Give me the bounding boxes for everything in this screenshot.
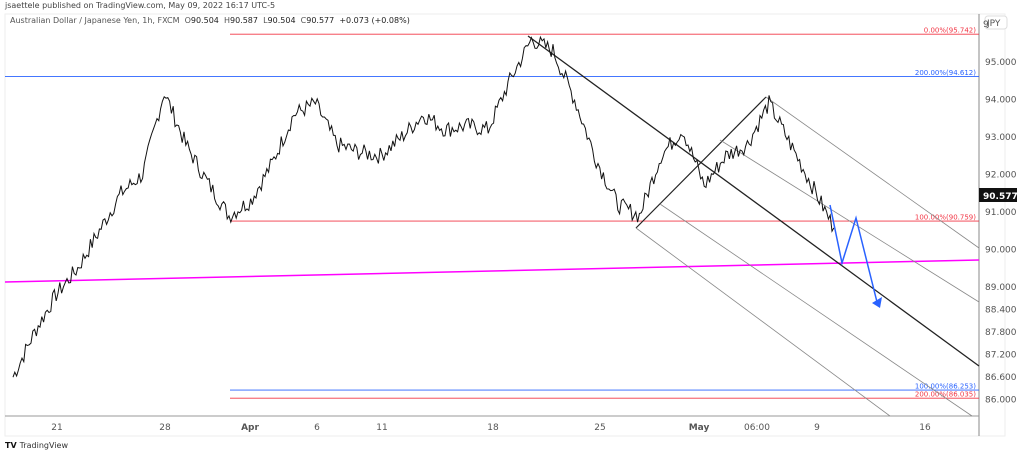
black-trendline[interactable] bbox=[527, 35, 980, 367]
time-tick: 18 bbox=[487, 423, 499, 433]
level-label: 100.00%(90.759) bbox=[915, 214, 976, 222]
price-tick: 89.000 bbox=[985, 283, 1017, 293]
price-tick-partial: 9 bbox=[983, 20, 989, 30]
level-label: 200.00%(86.035) bbox=[915, 391, 976, 399]
pitchfork-lower-line bbox=[635, 227, 891, 417]
open-value: 90.504 bbox=[190, 16, 219, 25]
time-tick: 25 bbox=[594, 423, 605, 433]
open-label: O bbox=[184, 16, 191, 25]
time-tick: 9 bbox=[814, 423, 820, 433]
time-tick: 11 bbox=[376, 423, 387, 433]
last-price-label: 90.577 bbox=[983, 192, 1018, 202]
time-tick: 6 bbox=[314, 423, 320, 433]
price-tick: 86.000 bbox=[985, 396, 1017, 406]
pitchfork-upper-line bbox=[765, 96, 980, 249]
currency-badge-label: JPY bbox=[986, 19, 1001, 29]
price-tick: 94.000 bbox=[985, 96, 1017, 106]
close-label: C bbox=[300, 16, 307, 25]
price-tick: 91.000 bbox=[985, 208, 1017, 218]
time-tick: 28 bbox=[159, 423, 171, 433]
tradingview-logo[interactable]: TV TradingView bbox=[5, 441, 68, 450]
level-label: 100.00%(86.253) bbox=[915, 383, 976, 391]
publisher-line: jsaettele published on TradingView.com, … bbox=[5, 1, 276, 10]
level-label: 200.00%(94.612) bbox=[915, 69, 976, 77]
pitchfork-line bbox=[719, 139, 980, 303]
arrowhead-icon bbox=[872, 297, 882, 308]
price-tick: 95.000 bbox=[985, 58, 1017, 68]
level-label: 0.00%(95.742) bbox=[924, 27, 976, 35]
pitchfork-line bbox=[659, 203, 973, 417]
pitchfork[interactable] bbox=[635, 96, 980, 417]
symbol-legend: Australian Dollar / Japanese Yen, 1h, FX… bbox=[10, 16, 410, 25]
price-tick: 88.400 bbox=[985, 306, 1017, 316]
chart-frame bbox=[4, 13, 1006, 437]
price-tick: 86.600 bbox=[985, 373, 1017, 383]
price-series bbox=[12, 35, 835, 378]
price-tick: 92.000 bbox=[985, 171, 1017, 181]
magenta-trendline[interactable] bbox=[4, 259, 980, 283]
price-tick: 93.000 bbox=[985, 133, 1017, 143]
time-tick: 06:00 bbox=[744, 423, 770, 433]
change-value: +0.073 (+0.08%) bbox=[339, 16, 410, 25]
time-tick: May bbox=[689, 423, 710, 433]
time-tick: 21 bbox=[51, 423, 62, 433]
high-label: H bbox=[223, 16, 230, 25]
pitchfork-handle bbox=[635, 96, 767, 229]
last-price-box bbox=[979, 188, 1017, 202]
symbol-name: Australian Dollar / Japanese Yen, 1h, FX… bbox=[10, 16, 180, 25]
low-label: L bbox=[263, 16, 268, 25]
currency-badge[interactable] bbox=[984, 15, 1008, 30]
low-value: 90.504 bbox=[267, 16, 296, 25]
time-tick: Apr bbox=[241, 423, 259, 433]
high-value: 90.587 bbox=[229, 16, 258, 25]
projection-path bbox=[829, 204, 878, 303]
price-tick: 90.000 bbox=[985, 246, 1017, 256]
projection-arrow[interactable] bbox=[829, 204, 882, 308]
tradingview-logo-icon: TV bbox=[5, 441, 17, 450]
close-value: 90.577 bbox=[306, 16, 335, 25]
price-tick: 87.800 bbox=[985, 328, 1017, 338]
time-tick: 16 bbox=[919, 423, 931, 433]
price-tick: 87.200 bbox=[985, 351, 1017, 361]
logo-text: TradingView bbox=[19, 441, 68, 450]
